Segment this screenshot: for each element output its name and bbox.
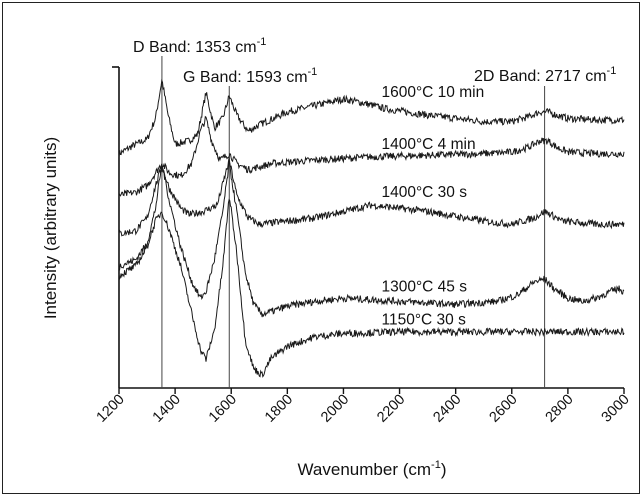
x-tick-label: 1600 [206, 392, 240, 426]
annotation-g-band-sup: -1 [308, 66, 318, 78]
x-tick-label: 2200 [374, 392, 408, 426]
annotation-g-band: G Band: 1593 cm-1 [183, 66, 317, 86]
x-axis-title-main: Wavenumber (cm [298, 460, 432, 479]
x-tick-label: 1400 [150, 392, 184, 426]
x-tick-label: 2400 [430, 392, 464, 426]
x-tick-label: 1200 [94, 392, 128, 426]
annotation-g-band-text: G Band: 1593 cm [183, 69, 308, 86]
series-label: 1400°C 4 min [382, 136, 476, 153]
series-label: 1400°C 30 s [382, 184, 468, 201]
series-line [118, 157, 625, 237]
x-axis-title-close: ) [441, 460, 447, 479]
series-line [118, 161, 625, 318]
x-tick-label: 2600 [486, 392, 520, 426]
spectra-series [118, 78, 625, 378]
series-labels: 1600°C 10 min 1400°C 4 min 1400°C 30 s 1300… [382, 84, 485, 328]
y-axis-title: Intensity (arbitrary units) [41, 137, 60, 319]
figure-frame [2, 2, 640, 494]
annotation-d-band-text: D Band: 1353 cm [133, 39, 257, 56]
x-tick-label: 2000 [318, 392, 352, 426]
annotation-2d-band-sup: -1 [607, 65, 617, 77]
series-label: 1600°C 10 min [382, 84, 485, 101]
x-tick-label: 2800 [543, 392, 577, 426]
x-ticks: 1200 1400 1600 1800 2000 2200 2400 2600 2800 3000 [94, 388, 633, 426]
series-line [118, 115, 625, 197]
annotation-2d-band: 2D Band: 2717 cm-1 [474, 65, 616, 85]
series-label: 1150°C 30 s [382, 312, 467, 329]
annotation-d-band-sup: -1 [257, 36, 267, 48]
x-axis-title-sup: -1 [431, 459, 441, 471]
x-tick-label: 3000 [599, 392, 633, 426]
x-tick-label: 1800 [262, 392, 296, 426]
annotation-2d-band-text: 2D Band: 2717 cm [474, 68, 607, 85]
annotation-d-band: D Band: 1353 cm-1 [133, 36, 266, 56]
band-lines [161, 56, 546, 388]
series-line [118, 198, 625, 378]
series-line [118, 78, 625, 158]
x-axis-title: Wavenumber (cm-1) [298, 459, 447, 479]
series-label: 1300°C 45 s [382, 279, 468, 296]
